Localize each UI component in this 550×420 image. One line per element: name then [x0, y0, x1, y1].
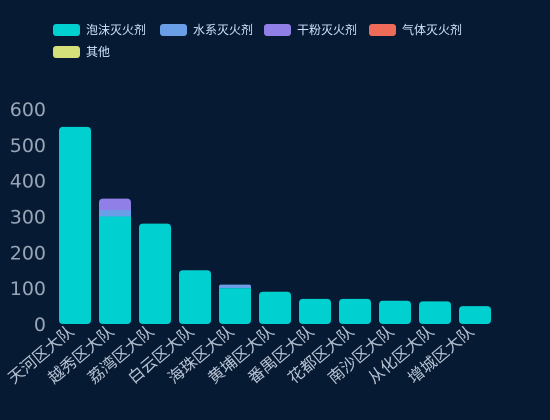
bar-segment[interactable] [219, 288, 251, 324]
legend-label: 其他 [86, 45, 110, 59]
bar-segment[interactable] [59, 126, 91, 325]
legend-item[interactable]: 气体灭火剂 [369, 22, 462, 37]
legend-swatch [53, 24, 80, 36]
legend-swatch [264, 24, 291, 36]
y-tick-label: 400 [10, 171, 46, 193]
legend-item[interactable]: 干粉灭火剂 [264, 22, 357, 37]
y-tick-label: 600 [10, 99, 46, 121]
legend-swatch [369, 24, 396, 36]
legend-item[interactable]: 泡沫灭火剂 [53, 22, 146, 37]
bar-segment[interactable] [379, 300, 411, 324]
legend-label: 气体灭火剂 [402, 22, 462, 37]
bar-segment[interactable] [419, 301, 451, 324]
y-tick-label: 0 [34, 314, 46, 336]
legend-label: 水系灭火剂 [193, 22, 253, 37]
bar-segment[interactable] [219, 284, 251, 289]
legend-label: 泡沫灭火剂 [86, 22, 146, 37]
bar-segment[interactable] [339, 298, 371, 324]
bar-segment[interactable] [299, 298, 331, 324]
y-tick-label: 300 [10, 207, 46, 229]
bar-segment[interactable] [139, 223, 171, 324]
bar-segment[interactable] [259, 291, 291, 324]
legend-swatch [160, 24, 187, 36]
legend-swatch [53, 46, 80, 58]
legend-label: 干粉灭火剂 [297, 22, 357, 37]
y-tick-label: 200 [10, 242, 46, 264]
bar-segment[interactable] [99, 216, 131, 325]
bar-segment[interactable] [99, 210, 131, 217]
bar-segment[interactable] [99, 198, 131, 211]
legend-item[interactable]: 水系灭火剂 [160, 22, 253, 37]
y-tick-label: 100 [10, 278, 46, 300]
bar-segment[interactable] [179, 270, 211, 324]
legend-item[interactable]: 其他 [53, 45, 110, 59]
y-tick-label: 500 [10, 135, 46, 157]
bar-segment[interactable] [459, 306, 491, 324]
